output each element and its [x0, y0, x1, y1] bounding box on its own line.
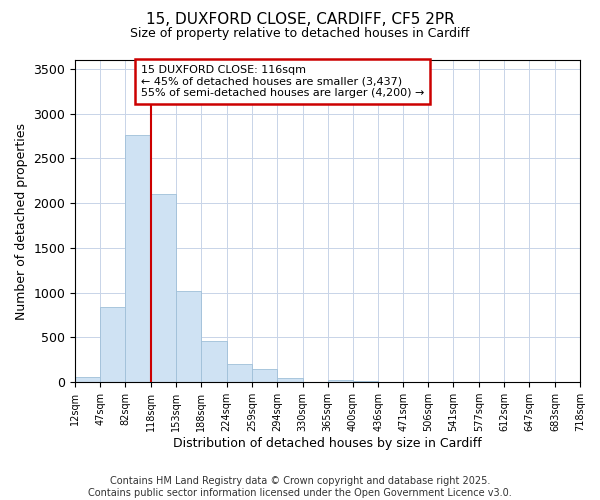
Bar: [277, 378, 302, 382]
Text: 15 DUXFORD CLOSE: 116sqm
← 45% of detached houses are smaller (3,437)
55% of sem: 15 DUXFORD CLOSE: 116sqm ← 45% of detach…: [141, 65, 424, 98]
Bar: [176, 291, 201, 382]
Text: Size of property relative to detached houses in Cardiff: Size of property relative to detached ho…: [130, 28, 470, 40]
Bar: [227, 364, 252, 382]
X-axis label: Distribution of detached houses by size in Cardiff: Distribution of detached houses by size …: [173, 437, 482, 450]
Y-axis label: Number of detached properties: Number of detached properties: [15, 122, 28, 320]
Bar: [201, 342, 227, 382]
Bar: [252, 369, 277, 382]
Text: Contains HM Land Registry data © Crown copyright and database right 2025.
Contai: Contains HM Land Registry data © Crown c…: [88, 476, 512, 498]
Bar: [75, 378, 100, 382]
Bar: [100, 307, 125, 382]
Bar: [125, 135, 151, 382]
Text: 15, DUXFORD CLOSE, CARDIFF, CF5 2PR: 15, DUXFORD CLOSE, CARDIFF, CF5 2PR: [146, 12, 454, 28]
Bar: [151, 194, 176, 382]
Bar: [328, 380, 353, 382]
